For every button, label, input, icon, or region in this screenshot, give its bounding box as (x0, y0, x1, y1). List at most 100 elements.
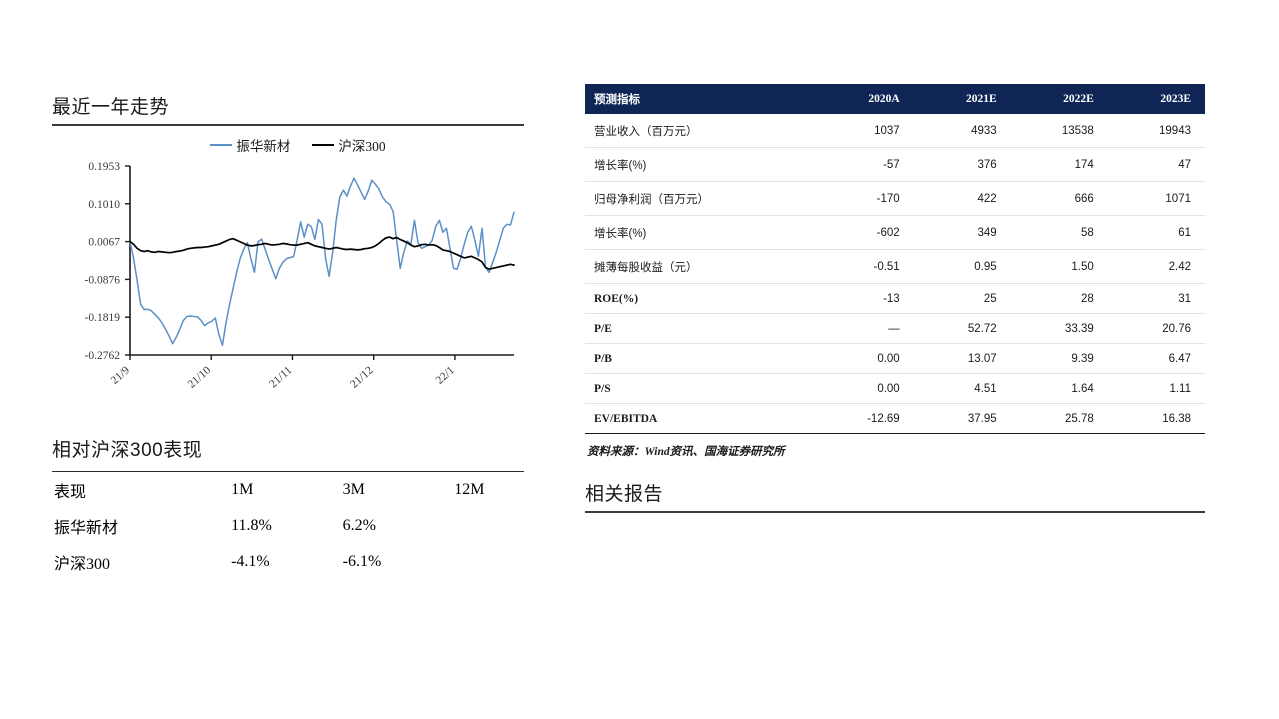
y-axis-tick-label: -0.0876 (85, 274, 121, 286)
price-trend-chart: 振华新材 沪深300 0.1953 0.1010 0.0067 -0.0876 -0.1… (52, 132, 524, 417)
forecast-row-value: 13538 (1010, 114, 1108, 148)
perf-row-value-1m: -4.1% (231, 553, 270, 570)
forecast-row-value: 9.39 (1010, 343, 1108, 374)
perf-heading: 相对沪深300表现 (52, 440, 203, 461)
forecast-row-label: 增长率(%) (585, 147, 817, 182)
forecast-row-value: 174 (1010, 147, 1108, 182)
forecast-row-value: 376 (913, 147, 1011, 182)
perf-table-head: 表现 1M 3M 12M (52, 471, 524, 508)
perf-table-body: 振华新材 11.8% 6.2% 沪深300 -4.1% -6.1% (52, 508, 524, 580)
perf-col-header-1m: 1M (231, 471, 343, 508)
forecast-row-value: -602 (816, 215, 914, 250)
perf-row-label: 振华新材 (54, 520, 119, 537)
forecast-row-value: 19943 (1107, 114, 1205, 148)
forecast-row-label: P/E (585, 313, 817, 344)
forecast-col-header-2021e: 2021E (913, 84, 1011, 114)
forecast-row-value: 4933 (913, 114, 1011, 148)
forecast-row-label: P/S (585, 373, 817, 404)
forecast-row-value: 33.39 (1010, 313, 1108, 344)
perf-col-header-12m: 12M (454, 471, 524, 508)
x-axis-tick-label: 21/9 (109, 364, 132, 387)
forecast-row-value: 0.95 (913, 249, 1011, 284)
legend-line-swatch-index (312, 144, 335, 146)
y-axis-tick-label: -0.2762 (85, 350, 121, 362)
forecast-row-value: 20.76 (1107, 313, 1205, 344)
forecast-row-value: 25.78 (1010, 403, 1108, 434)
forecast-row-label: 营业收入（百万元） (585, 114, 817, 148)
forecast-row-value: -12.69 (816, 403, 914, 434)
table-row: P/S 0.00 4.51 1.64 1.11 (585, 373, 1205, 404)
table-row: 营业收入（百万元） 1037 4933 13538 19943 (585, 114, 1205, 148)
forecast-row-value: 47 (1107, 147, 1205, 182)
perf-row-label: 沪深300 (54, 556, 111, 573)
y-axis-tick-label: 0.1953 (88, 161, 120, 173)
forecast-row-value: 52.72 (913, 313, 1011, 344)
left-column: 最近一年走势 振华新材 沪深300 0.1953 0.1010 0.0067 -0.0… (52, 92, 524, 580)
table-row: P/B 0.00 13.07 9.39 6.47 (585, 343, 1205, 374)
source-note: 资料来源：Wind资讯、国海证券研究所 (587, 446, 785, 458)
table-row: P/E —52.72 33.39 20.76 (585, 313, 1205, 344)
forecast-header-row: 预测指标 2020A 2021E 2022E 2023E (585, 84, 1205, 114)
forecast-col-header-2020a: 2020A (816, 84, 914, 114)
perf-row-value-1m: 11.8% (231, 517, 272, 534)
forecast-col-header-2022e: 2022E (1010, 84, 1108, 114)
related-reports-section: 相关报告 (585, 479, 1205, 513)
trend-heading: 最近一年走势 (52, 97, 170, 118)
forecast-row-value: 2.42 (1107, 249, 1205, 284)
forecast-row-value: 4.51 (913, 373, 1011, 404)
legend-label-index: 沪深300 (338, 139, 386, 154)
chart-line-index (129, 236, 515, 270)
trend-section: 最近一年走势 (52, 92, 524, 126)
relative-performance-section: 相对沪深300表现 表现 1M 3M 12M 振华新材 11.8% 6.2% (52, 435, 524, 580)
forecast-row-value: -0.51 (816, 249, 914, 284)
perf-header-row: 表现 1M 3M 12M (52, 471, 524, 508)
forecast-row-label: 归母净利润（百万元） (585, 181, 817, 216)
table-row: 振华新材 11.8% 6.2% (52, 508, 524, 544)
related-reports-heading: 相关报告 (585, 484, 664, 505)
forecast-table-head: 预测指标 2020A 2021E 2022E 2023E (585, 84, 1205, 114)
y-axis-tick-label: 0.1010 (88, 199, 120, 211)
forecast-row-value: 1071 (1107, 181, 1205, 216)
forecast-row-value: 28 (1010, 283, 1108, 314)
y-axis-tick-label: -0.1819 (85, 312, 121, 324)
legend-item-stock: 振华新材 (210, 135, 290, 155)
x-axis-tick-label: 22/1 (434, 364, 457, 387)
forecast-col-header-2023e: 2023E (1107, 84, 1205, 114)
forecast-row-value: 1.11 (1107, 373, 1205, 404)
forecast-row-label: P/B (585, 343, 817, 374)
forecast-row-value: 1.50 (1010, 249, 1108, 284)
forecast-row-value: -57 (816, 147, 914, 182)
perf-row-value-12m (454, 508, 524, 544)
legend-line-swatch-stock (210, 144, 233, 146)
forecast-row-value: 0.00 (816, 373, 914, 404)
forecast-row-value: -13 (816, 283, 914, 314)
forecast-metrics-table: 预测指标 2020A 2021E 2022E 2023E 营业收入（百万元） 10… (585, 84, 1205, 434)
forecast-row-label: EV/EBITDA (585, 403, 817, 434)
forecast-row-value: 58 (1010, 215, 1108, 250)
chart-legend: 振华新材 沪深300 (52, 132, 524, 158)
forecast-row-value: — (816, 313, 914, 344)
chart-plot-area: 0.1953 0.1010 0.0067 -0.0876 -0.1819 -0.2762 2… (52, 158, 524, 413)
chart-line-stock (129, 177, 515, 347)
perf-row-value-12m (454, 544, 524, 580)
forecast-row-label: 摊薄每股收益（元） (585, 249, 817, 284)
perf-row-value-3m: 6.2% (342, 517, 376, 534)
x-axis-tick-label: 21/11 (267, 364, 294, 390)
relative-performance-table: 表现 1M 3M 12M 振华新材 11.8% 6.2% 沪深300 -4.1%… (52, 471, 524, 580)
x-axis-tick-label: 21/10 (186, 364, 214, 391)
chart-svg: 0.1953 0.1010 0.0067 -0.0876 -0.1819 -0.2762 2… (85, 161, 515, 391)
perf-col-header-3m: 3M (342, 471, 455, 508)
legend-label-stock: 振华新材 (236, 139, 291, 154)
table-row: 摊薄每股收益（元） -0.51 0.95 1.50 2.42 (585, 249, 1205, 284)
forecast-row-value: 1.64 (1010, 373, 1108, 404)
related-reports-heading-rule (585, 511, 1205, 513)
forecast-row-value: 37.95 (913, 403, 1011, 434)
forecast-row-value: 31 (1107, 283, 1205, 314)
forecast-row-value: 666 (1010, 181, 1108, 216)
forecast-row-value: 0.00 (816, 343, 914, 374)
forecast-row-value: -170 (816, 181, 914, 216)
forecast-row-value: 25 (913, 283, 1011, 314)
legend-item-index: 沪深300 (312, 135, 386, 155)
table-row: 沪深300 -4.1% -6.1% (52, 544, 524, 580)
forecast-row-value: 349 (913, 215, 1011, 250)
